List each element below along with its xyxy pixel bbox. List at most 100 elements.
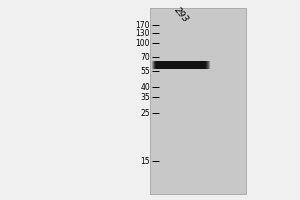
Bar — [185, 61, 186, 69]
Bar — [155, 61, 156, 69]
Bar — [181, 61, 182, 69]
Bar — [179, 61, 180, 69]
Bar — [173, 61, 174, 69]
Bar — [182, 61, 183, 69]
Text: 40: 40 — [140, 83, 150, 92]
Bar — [196, 61, 197, 69]
Bar — [194, 61, 195, 69]
Bar — [184, 61, 185, 69]
Bar — [169, 61, 170, 69]
Bar — [189, 61, 190, 69]
Bar — [203, 61, 204, 69]
Text: 15: 15 — [140, 156, 150, 166]
Bar — [157, 61, 158, 69]
Text: 35: 35 — [140, 92, 150, 102]
Bar — [153, 61, 154, 69]
Bar — [207, 61, 208, 69]
Bar — [188, 61, 189, 69]
Bar — [156, 61, 157, 69]
Bar — [193, 61, 194, 69]
Bar — [187, 61, 188, 69]
Text: 100: 100 — [136, 38, 150, 47]
Bar — [154, 61, 155, 69]
Bar — [187, 61, 188, 69]
Bar — [204, 61, 205, 69]
Bar — [172, 61, 173, 69]
Bar — [210, 61, 211, 69]
Bar — [207, 61, 208, 69]
Bar — [193, 61, 194, 69]
Bar — [190, 61, 191, 69]
Bar — [152, 61, 153, 69]
Bar — [209, 61, 210, 69]
Bar — [158, 61, 159, 69]
Bar — [165, 61, 166, 69]
Bar — [208, 61, 209, 69]
Bar — [169, 61, 170, 69]
Bar — [192, 61, 193, 69]
Bar — [173, 61, 174, 69]
Bar — [181, 61, 182, 69]
Bar — [178, 61, 179, 69]
Bar — [164, 61, 165, 69]
Bar — [167, 61, 168, 69]
Bar — [156, 61, 157, 69]
Bar — [162, 61, 163, 69]
Bar — [204, 61, 205, 69]
Bar — [170, 61, 171, 69]
Bar — [164, 61, 165, 69]
Bar — [174, 61, 175, 69]
Bar — [206, 61, 207, 69]
Bar — [178, 61, 179, 69]
Bar — [184, 61, 185, 69]
Bar — [191, 61, 192, 69]
Bar — [157, 61, 158, 69]
Bar — [155, 61, 156, 69]
Bar — [150, 8, 246, 194]
Bar — [163, 61, 164, 69]
Bar — [173, 61, 174, 69]
Bar — [201, 61, 202, 69]
Bar — [200, 61, 201, 69]
Bar — [174, 61, 175, 69]
Bar — [177, 61, 178, 69]
Bar — [209, 61, 210, 69]
Bar — [153, 61, 154, 69]
Bar — [152, 61, 153, 69]
Bar — [185, 61, 186, 69]
Bar — [177, 61, 178, 69]
Bar — [161, 61, 162, 69]
Bar — [200, 61, 201, 69]
Bar — [206, 61, 207, 69]
Bar — [186, 61, 187, 69]
Bar — [162, 61, 163, 69]
Text: 55: 55 — [140, 66, 150, 75]
Bar — [196, 61, 197, 69]
Bar — [176, 61, 177, 69]
Bar — [208, 61, 209, 69]
Bar — [192, 61, 193, 69]
Bar — [183, 61, 184, 69]
Bar — [161, 61, 162, 69]
Bar — [166, 61, 167, 69]
Bar — [171, 61, 172, 69]
Bar — [176, 61, 177, 69]
Bar — [160, 61, 161, 69]
Bar — [195, 61, 196, 69]
Bar — [205, 61, 206, 69]
Bar — [180, 61, 181, 69]
Bar — [170, 61, 171, 69]
Text: 25: 25 — [140, 108, 150, 117]
Bar — [197, 61, 198, 69]
Bar — [163, 61, 164, 69]
Bar — [159, 61, 160, 69]
Bar — [186, 61, 187, 69]
Text: 170: 170 — [136, 21, 150, 29]
Bar — [195, 61, 196, 69]
Bar — [203, 61, 204, 69]
Bar — [168, 61, 169, 69]
Bar — [171, 61, 172, 69]
Bar — [165, 61, 166, 69]
Bar — [202, 61, 203, 69]
Text: 130: 130 — [136, 28, 150, 38]
